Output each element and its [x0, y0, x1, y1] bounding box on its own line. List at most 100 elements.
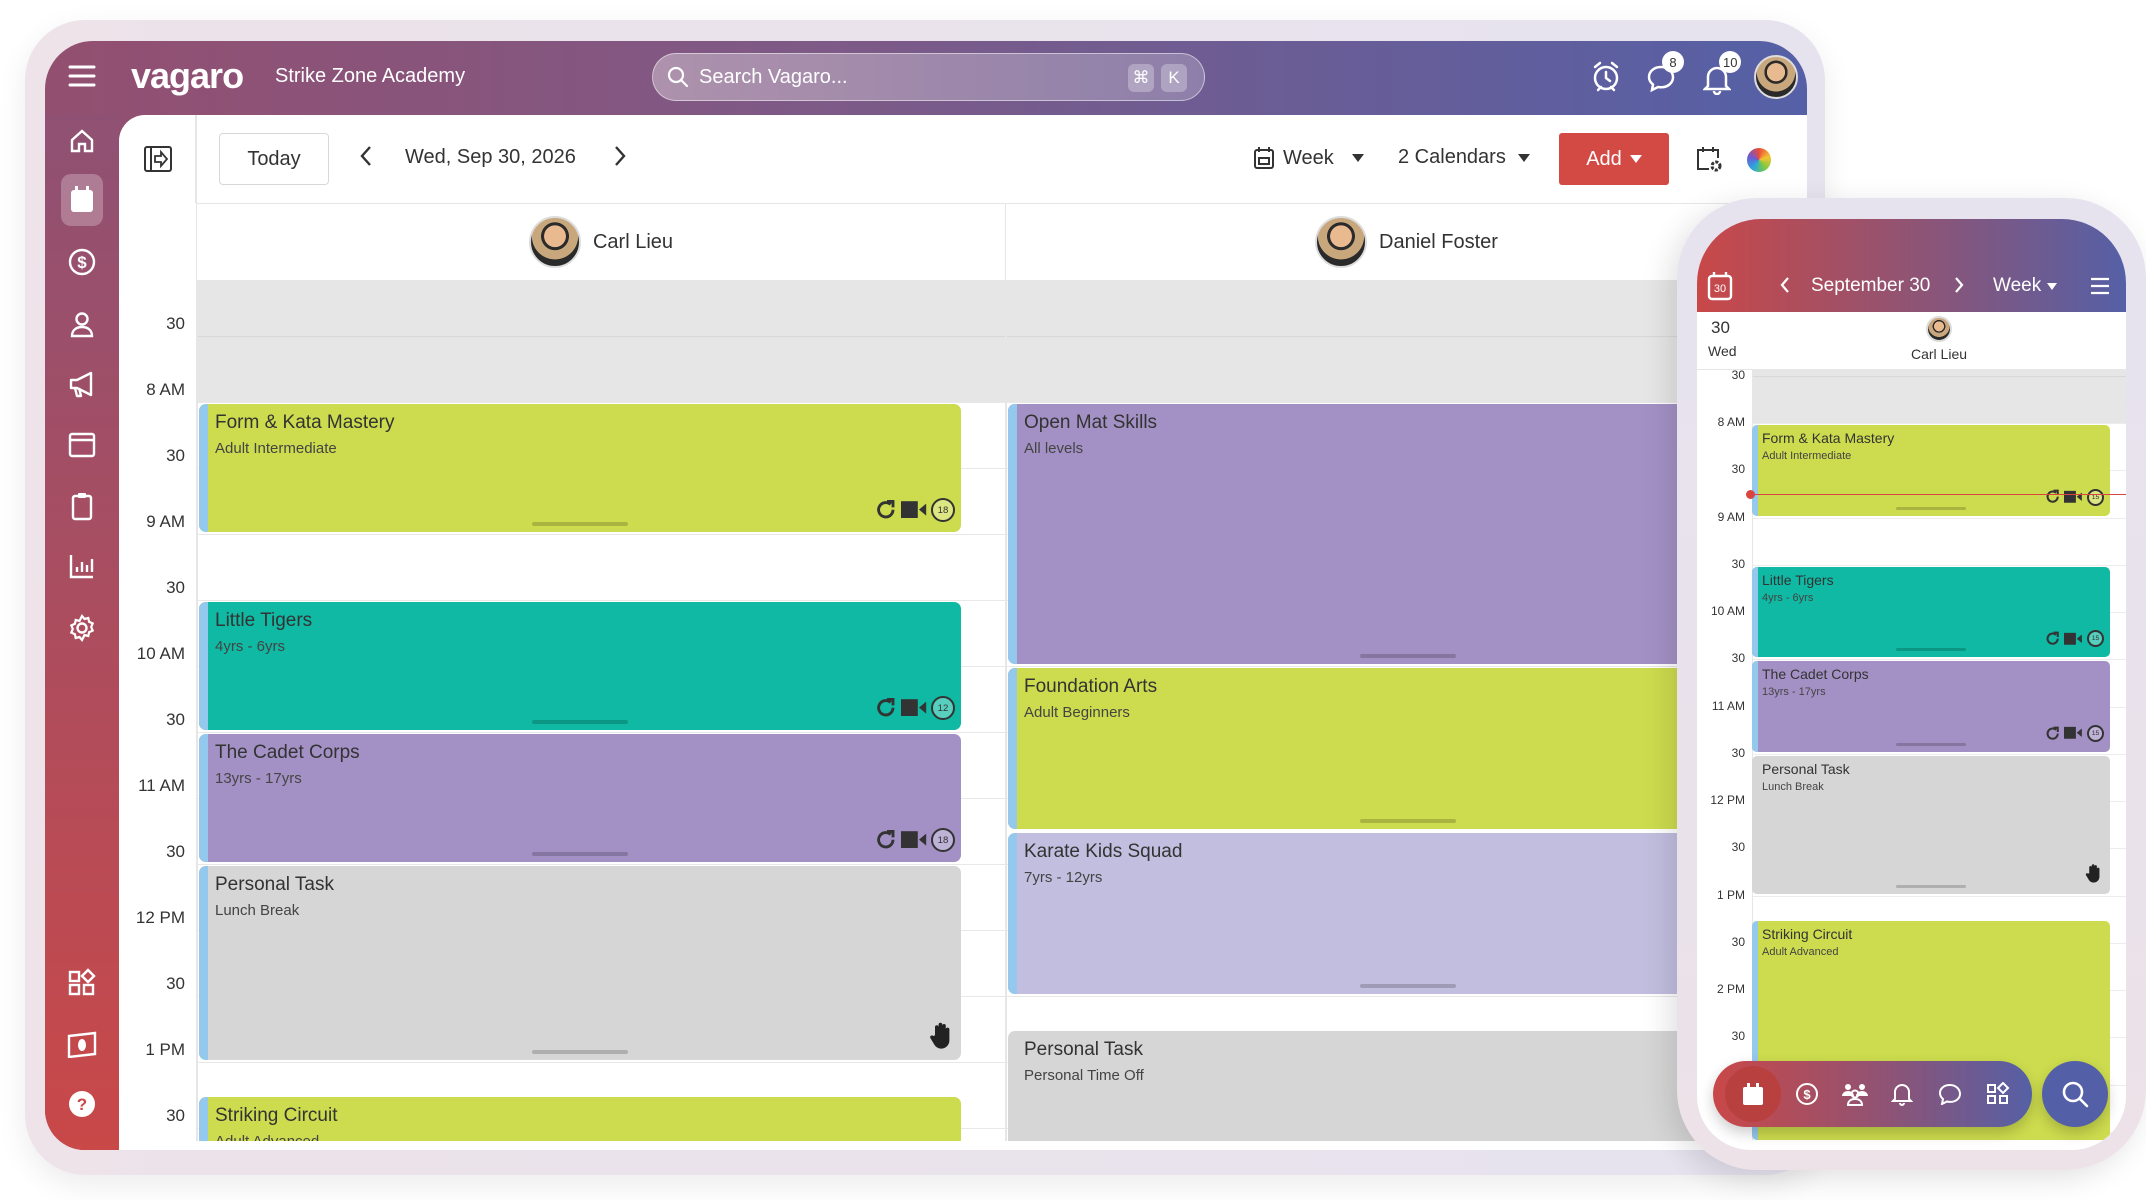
next-date-button[interactable]: [1953, 276, 1965, 300]
dollar-icon[interactable]: $: [61, 241, 103, 283]
time-label: 8 AM: [1717, 415, 1745, 429]
event-block[interactable]: Striking Circuit Adult Advanced: [199, 1097, 961, 1141]
grid-line: [1752, 564, 2126, 566]
apps-icon[interactable]: [61, 962, 103, 1004]
resize-handle[interactable]: [1896, 742, 1966, 746]
time-label: 30: [1731, 1029, 1745, 1044]
capacity-badge: 15: [2087, 630, 2104, 648]
notifications-button[interactable]: 10: [1701, 51, 1742, 100]
nav-bell-button[interactable]: [1880, 1072, 1924, 1116]
event-block[interactable]: The Cadet Corps 13yrs - 17yrs 18: [199, 734, 961, 862]
event-subtitle: 13yrs - 17yrs: [215, 770, 302, 787]
nav-chat-button[interactable]: [1928, 1072, 1972, 1116]
money-icon[interactable]: [61, 1023, 103, 1065]
view-dropdown[interactable]: Week: [1993, 275, 2058, 297]
event-block[interactable]: Form & Kata Mastery Adult Intermediate 18: [199, 404, 961, 532]
resize-handle[interactable]: [532, 1050, 628, 1054]
resize-handle[interactable]: [532, 522, 628, 526]
prev-date-button[interactable]: [359, 145, 373, 167]
grid-line: [196, 930, 1807, 931]
video-icon: [900, 699, 926, 717]
customers-icon: [1841, 1084, 1868, 1106]
megaphone-icon[interactable]: [61, 363, 103, 405]
time-label: 30: [1731, 651, 1745, 666]
resize-handle[interactable]: [1896, 648, 1966, 652]
resize-handle[interactable]: [532, 852, 628, 856]
color-wheel-icon[interactable]: [1747, 148, 1771, 172]
event-stripe: [1752, 566, 1758, 658]
resize-handle[interactable]: [1360, 654, 1456, 658]
notifications-badge: 10: [1719, 51, 1742, 73]
phone-day-header: 30 Wed Carl Lieu: [1697, 312, 2126, 370]
event-subtitle: Personal Time Off: [1024, 1067, 1144, 1084]
apps-icon: [1987, 1082, 2010, 1104]
resize-handle[interactable]: [1896, 884, 1966, 888]
calendar-icon[interactable]: [61, 174, 103, 226]
next-date-button[interactable]: [613, 145, 627, 167]
column-divider: [196, 281, 198, 1141]
event-title: Striking Circuit: [1762, 926, 1853, 943]
toggle-sidebar-button[interactable]: [143, 145, 173, 173]
repeat-icon: [877, 500, 895, 519]
clipboard-icon[interactable]: [61, 485, 103, 527]
resize-handle[interactable]: [1360, 819, 1456, 823]
event-icons: 15: [2045, 630, 2104, 648]
nav-dollar-button[interactable]: $: [1785, 1072, 1829, 1116]
event-block[interactable]: Personal Task Lunch Break: [1752, 755, 2110, 894]
menu-button[interactable]: [67, 63, 97, 94]
calendars-dropdown[interactable]: 2 Calendars: [1398, 146, 1530, 169]
time-label: 1 PM: [145, 1040, 185, 1059]
view-dropdown[interactable]: Week: [1253, 146, 1364, 170]
event-block[interactable]: Form & Kata Mastery Adult Intermediate 15: [1752, 425, 2110, 516]
video-icon: [900, 831, 926, 849]
event-block[interactable]: Open Mat Skills All levels: [1008, 404, 1807, 664]
browser-icon[interactable]: [61, 424, 103, 466]
messages-button[interactable]: 8: [1646, 51, 1684, 98]
chevron-left-icon: [360, 146, 371, 166]
today-button[interactable]: Today: [219, 133, 329, 185]
calendar-settings-button[interactable]: [1695, 145, 1723, 173]
event-block[interactable]: Personal Task Lunch Break: [199, 866, 961, 1060]
menu-button[interactable]: [2090, 277, 2110, 301]
caret-down-icon: [1517, 153, 1530, 162]
search-button[interactable]: [2042, 1061, 2108, 1127]
grid-line: [1752, 517, 2126, 519]
grid-line: [1752, 659, 2126, 661]
search-input[interactable]: Search Vagaro... ⌘ K: [652, 53, 1205, 101]
resize-handle[interactable]: [532, 720, 628, 724]
event-block[interactable]: Foundation Arts Adult Beginners: [1008, 668, 1807, 829]
month-label: September 30: [1811, 275, 1931, 296]
chevron-right-icon: [1955, 277, 1964, 293]
prev-date-button[interactable]: [1779, 276, 1791, 300]
event-subtitle: 7yrs - 12yrs: [1024, 869, 1103, 886]
calendar-today-button[interactable]: 30: [1707, 271, 1733, 301]
event-block[interactable]: The Cadet Corps 13yrs - 17yrs 15: [1752, 661, 2110, 752]
event-title: Open Mat Skills: [1024, 412, 1158, 433]
user-icon[interactable]: [61, 303, 103, 345]
help-icon[interactable]: ?: [61, 1083, 103, 1125]
event-block[interactable]: Personal Task Personal Time Off: [1008, 1031, 1807, 1141]
event-block[interactable]: Little Tigers 4yrs - 6yrs 15: [1752, 566, 2110, 658]
event-stripe: [1008, 668, 1017, 829]
grid-line: [196, 534, 1807, 535]
gear-icon[interactable]: [61, 607, 103, 649]
chart-icon[interactable]: [61, 545, 103, 587]
user-avatar[interactable]: [1754, 55, 1798, 99]
nav-customers-button[interactable]: [1833, 1072, 1877, 1116]
nav-calendar-button[interactable]: [1724, 1066, 1781, 1122]
add-button[interactable]: Add: [1559, 133, 1669, 185]
resize-handle[interactable]: [1896, 506, 1966, 510]
hand-icon: [929, 1023, 950, 1049]
chat-icon: [1939, 1083, 1962, 1105]
alarm-icon[interactable]: [1591, 61, 1621, 98]
event-block[interactable]: Karate Kids Squad 7yrs - 12yrs: [1008, 833, 1807, 994]
hamburger-icon: [68, 65, 96, 87]
capacity-badge: 12: [931, 696, 955, 720]
event-block[interactable]: Little Tigers 4yrs - 6yrs 12: [199, 602, 961, 730]
resize-handle[interactable]: [1360, 984, 1456, 988]
home-icon[interactable]: [61, 120, 103, 162]
repeat-icon: [877, 698, 895, 717]
grid-line: [1752, 375, 2126, 377]
nav-apps-button[interactable]: [1976, 1072, 2020, 1116]
vagaro-logo[interactable]: vagaro: [131, 55, 244, 96]
